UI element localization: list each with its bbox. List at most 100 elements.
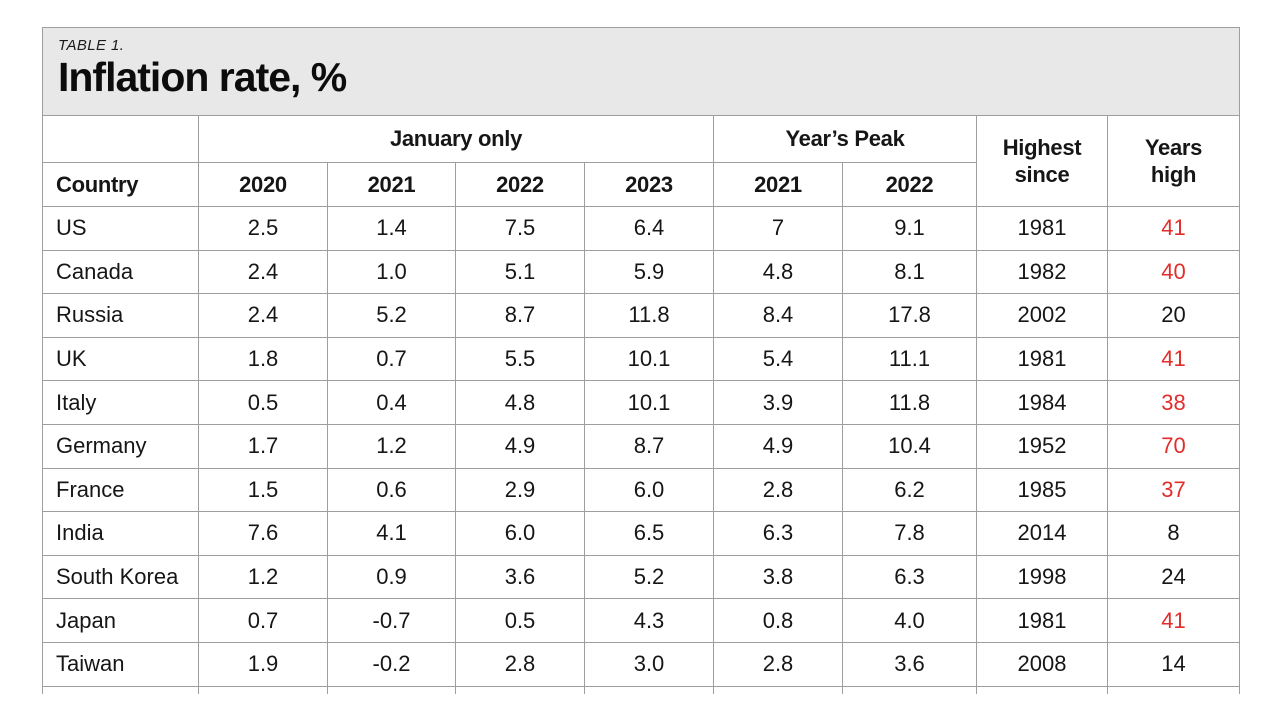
value-cell: 6.5 (584, 511, 714, 556)
value-cell: -0.7 (327, 598, 456, 643)
highest-since-cell: 2014 (976, 511, 1109, 556)
highest-since-cell: 1981 (976, 206, 1109, 251)
value-cell: 6.4 (584, 206, 714, 251)
value-cell: 3.8 (713, 554, 843, 600)
highest-since-cell: 1984 (976, 380, 1109, 425)
table-row-italy: Italy 0.5 0.4 4.8 10.1 3.9 11.8 1984 38 (42, 380, 1240, 425)
empty-cell (455, 685, 585, 694)
table-row-japan: Japan 0.7 -0.7 0.5 4.3 0.8 4.0 1981 41 (42, 598, 1240, 643)
years-high-cell: 70 (1107, 423, 1240, 469)
value-cell: 2.4 (198, 293, 328, 338)
country-cell: US (42, 206, 199, 251)
years-high-cell: 8 (1107, 511, 1240, 556)
value-cell: 1.7 (198, 423, 328, 469)
empty-cell (327, 685, 456, 694)
col-header-highest-since-label: Highest since (1002, 134, 1082, 188)
value-cell: 3.6 (841, 641, 978, 687)
value-cell: 7.8 (841, 511, 978, 556)
years-high-cell: 37 (1107, 467, 1240, 513)
value-cell: 6.0 (455, 511, 585, 556)
value-cell: 1.4 (327, 206, 456, 251)
value-cell: 5.4 (713, 336, 843, 382)
value-cell: 4.8 (713, 249, 843, 295)
table-row-russia: Russia 2.4 5.2 8.7 11.8 8.4 17.8 2002 20 (42, 293, 1240, 338)
value-cell: 9.1 (841, 206, 978, 251)
value-cell: 4.1 (327, 511, 456, 556)
value-cell: 0.5 (198, 380, 328, 425)
country-cell: Russia (42, 293, 199, 338)
value-cell: 4.9 (455, 423, 585, 469)
empty-cell (841, 685, 978, 694)
value-cell: 2.5 (198, 206, 328, 251)
table-row-taiwan: Taiwan 1.9 -0.2 2.8 3.0 2.8 3.6 2008 14 (42, 641, 1240, 687)
country-cell: India (42, 511, 199, 556)
value-cell: 8.4 (713, 293, 843, 338)
col-group-years-peak: Year’s Peak (712, 115, 978, 163)
table-row-south-korea: South Korea 1.2 0.9 3.6 5.2 3.8 6.3 1998… (42, 554, 1240, 600)
col-header-jan-2022: 2022 (455, 162, 585, 207)
highest-since-cell: 1982 (976, 249, 1109, 295)
empty-cell (976, 685, 1109, 694)
value-cell: 4.9 (713, 423, 843, 469)
value-cell: 11.8 (841, 380, 978, 425)
highest-since-cell: 1952 (976, 423, 1109, 469)
empty-cell (198, 685, 328, 694)
table-row-clipped (42, 685, 1240, 694)
col-header-jan-2020: 2020 (198, 162, 328, 207)
country-cell: South Korea (42, 554, 199, 600)
country-cell: Germany (42, 423, 199, 469)
highest-since-cell: 1998 (976, 554, 1109, 600)
value-cell: 6.0 (584, 467, 714, 513)
value-cell: 8.1 (841, 249, 978, 295)
years-high-cell: 41 (1107, 336, 1240, 382)
inflation-table-card: TABLE 1. Inflation rate, % January only … (42, 27, 1240, 694)
value-cell: 7 (713, 206, 843, 251)
empty-cell (1107, 685, 1240, 694)
col-header-peak-2022: 2022 (841, 162, 978, 207)
value-cell: 5.2 (584, 554, 714, 600)
value-cell: 7.5 (455, 206, 585, 251)
value-cell: 5.9 (584, 249, 714, 295)
col-header-highest-since: Highest since (976, 115, 1109, 207)
col-header-peak-2021: 2021 (713, 162, 843, 207)
value-cell: 5.5 (455, 336, 585, 382)
inflation-data-table: January only Year’s Peak Highest since Y… (42, 115, 1240, 694)
value-cell: 0.5 (455, 598, 585, 643)
value-cell: 4.8 (455, 380, 585, 425)
highest-since-cell: 1981 (976, 336, 1109, 382)
years-high-cell: 20 (1107, 293, 1240, 338)
value-cell: 6.3 (841, 554, 978, 600)
value-cell: 10.1 (584, 336, 714, 382)
page-title: Inflation rate, % (58, 54, 347, 100)
value-cell: 8.7 (455, 293, 585, 338)
value-cell: 3.9 (713, 380, 843, 425)
value-cell: 2.9 (455, 467, 585, 513)
col-header-country: Country (42, 162, 199, 207)
value-cell: 4.0 (841, 598, 978, 643)
highest-since-cell: 1985 (976, 467, 1109, 513)
col-header-years-high-label: Years high (1144, 134, 1203, 188)
value-cell: 2.8 (713, 467, 843, 513)
value-cell: 17.8 (841, 293, 978, 338)
value-cell: 11.8 (584, 293, 714, 338)
value-cell: -0.2 (327, 641, 456, 687)
value-cell: 3.6 (455, 554, 585, 600)
value-cell: 3.0 (584, 641, 714, 687)
col-header-jan-2023: 2023 (584, 162, 714, 207)
value-cell: 0.6 (327, 467, 456, 513)
country-cell: Japan (42, 598, 199, 643)
value-cell: 2.8 (455, 641, 585, 687)
value-cell: 10.1 (584, 380, 714, 425)
value-cell: 10.4 (841, 423, 978, 469)
value-cell: 1.0 (327, 249, 456, 295)
value-cell: 0.4 (327, 380, 456, 425)
country-group-empty-cell (42, 115, 199, 163)
years-high-cell: 41 (1107, 206, 1240, 251)
value-cell: 1.9 (198, 641, 328, 687)
years-high-cell: 40 (1107, 249, 1240, 295)
table-body: US 2.5 1.4 7.5 6.4 7 9.1 1981 41 Canada … (42, 206, 1240, 694)
value-cell: 4.3 (584, 598, 714, 643)
col-header-jan-2021: 2021 (327, 162, 456, 207)
country-cell: France (42, 467, 199, 513)
